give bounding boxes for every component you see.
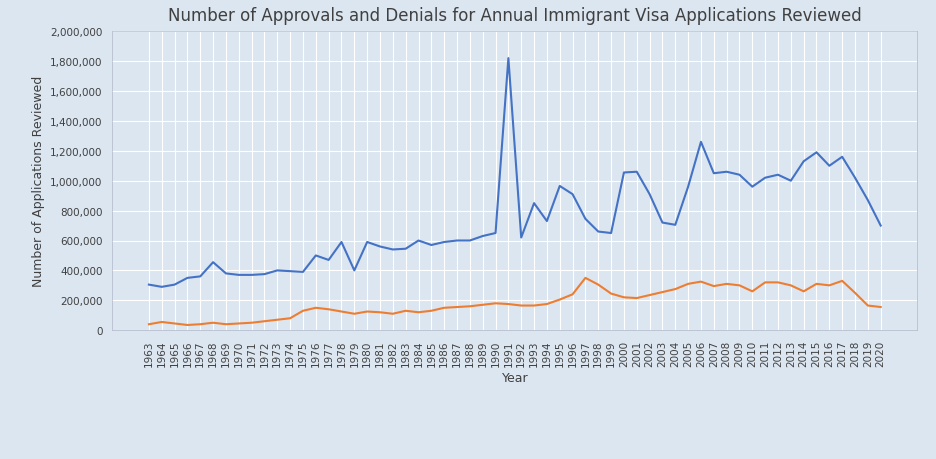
Number of Denials: [336, 309, 347, 314]
Line: Number of Denials: Number of Denials: [149, 278, 881, 325]
Number of Approvals: [323, 257, 334, 263]
Number of Approvals: [156, 285, 168, 290]
Number of Denials: [182, 323, 193, 328]
Number of Denials: [579, 275, 591, 281]
Number of Denials: [657, 290, 668, 295]
Number of Approvals: [709, 171, 720, 177]
Number of Approvals: [657, 220, 668, 226]
Number of Denials: [143, 322, 154, 327]
Number of Approvals: [503, 56, 514, 62]
Number of Approvals: [143, 282, 154, 288]
Number of Approvals: [875, 223, 886, 229]
Y-axis label: Number of Applications Reviewed: Number of Applications Reviewed: [32, 76, 45, 287]
Number of Approvals: [849, 175, 860, 181]
Number of Approvals: [336, 240, 347, 245]
X-axis label: Year: Year: [502, 371, 528, 384]
Number of Approvals: [785, 179, 797, 184]
Number of Denials: [875, 305, 886, 310]
Number of Denials: [709, 284, 720, 289]
Title: Number of Approvals and Denials for Annual Immigrant Visa Applications Reviewed: Number of Approvals and Denials for Annu…: [168, 7, 862, 25]
Line: Number of Approvals: Number of Approvals: [149, 59, 881, 287]
Number of Denials: [323, 307, 334, 312]
Number of Denials: [849, 291, 860, 296]
Number of Denials: [785, 283, 797, 288]
